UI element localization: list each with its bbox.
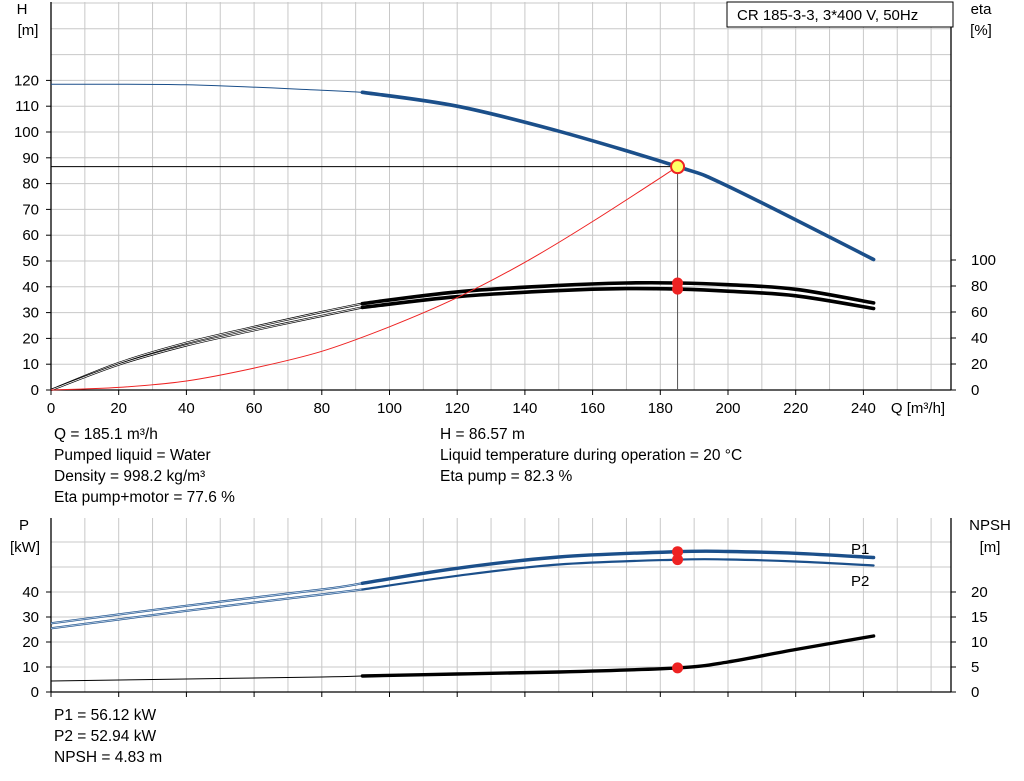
npsh-tick-label: 0: [971, 684, 979, 701]
p-tick-label: 10: [22, 659, 39, 676]
eta-tick-label: 40: [971, 330, 988, 347]
p1-point: [672, 546, 684, 558]
bottom-axes: 0 10 20 30 40 0 5 10 15 20: [22, 518, 988, 701]
h-tick-label: 30: [22, 305, 39, 322]
q-tick-label: 60: [246, 400, 263, 417]
h-tick-label: 60: [22, 227, 39, 244]
markers: [670, 159, 686, 674]
npsh-curve: [360, 634, 876, 678]
q-tick-label: 80: [313, 400, 330, 417]
p2-curve-thin-core: [50, 589, 363, 629]
p-tick-label: 30: [22, 609, 39, 626]
system-curve: [50, 166, 678, 391]
p1-series-label: P1: [851, 541, 869, 558]
eta-axis-label: eta: [971, 1, 993, 18]
pump-title: CR 185-3-3, 3*400 V, 50Hz: [737, 7, 918, 24]
pumped-liquid: Pumped liquid = Water: [54, 447, 211, 464]
npsh-tick-label: 15: [971, 609, 988, 626]
eta-pump-curve-thin-core: [50, 303, 363, 391]
eta-total-curve-thin-core: [50, 307, 363, 391]
npsh-value: NPSH = 4.83 m: [54, 749, 163, 766]
h-tick-label: 100: [14, 124, 39, 141]
h-tick-label: 120: [14, 72, 39, 89]
q-tick-label: 140: [512, 400, 537, 417]
eta-total-point: [672, 283, 684, 295]
npsh-axis-label: NPSH: [969, 517, 1011, 534]
head-curve: [360, 90, 876, 262]
h-tick-label: 0: [31, 382, 39, 399]
p2-series-label: P2: [851, 573, 869, 590]
p-tick-label: 0: [31, 684, 39, 701]
p1-curve: [360, 549, 876, 585]
eta-tick-label: 60: [971, 304, 988, 321]
h-value: H = 86.57 m: [440, 426, 525, 443]
eta-tick-label: 100: [971, 252, 996, 269]
density-value: Density = 998.2 kg/m³: [54, 468, 206, 485]
q-axis-label: Q [m³/h]: [891, 400, 945, 417]
p-axis-label: P: [19, 517, 29, 534]
q-value: Q = 185.1 m³/h: [54, 426, 158, 443]
q-tick-label: 160: [580, 400, 605, 417]
p-tick-label: 40: [22, 584, 39, 601]
eta-tick-label: 20: [971, 356, 988, 373]
npsh-tick-label: 5: [971, 659, 979, 676]
q-tick-label: 20: [110, 400, 127, 417]
p1-curve-thin-core: [50, 582, 363, 624]
h-tick-label: 20: [22, 330, 39, 347]
h-tick-label: 110: [15, 98, 39, 115]
npsh-tick-label: 20: [971, 584, 988, 601]
h-tick-label: 70: [22, 201, 39, 218]
h-axis-unit: [m]: [18, 22, 39, 39]
h-axis-label: H: [17, 1, 28, 18]
title-box: [726, 1, 954, 28]
q-tick-label: 180: [648, 400, 673, 417]
h-tick-label: 10: [22, 356, 39, 373]
p2-curve: [361, 558, 875, 591]
q-tick-label: 200: [715, 400, 740, 417]
eta-pump-curve: [360, 280, 876, 306]
q-tick-label: 0: [47, 400, 55, 417]
liquid-temperature: Liquid temperature during operation = 20…: [440, 447, 743, 464]
p-tick-label: 20: [22, 634, 39, 651]
top-grid: [50, 2, 951, 391]
p1-value: P1 = 56.12 kW: [54, 707, 157, 724]
q-tick-label: 120: [445, 400, 470, 417]
eta-axis-unit: [%]: [970, 22, 992, 39]
p-axis-unit: [kW]: [10, 539, 40, 556]
eta-total-value: Eta pump+motor = 77.6 %: [54, 489, 235, 506]
bottom-info: P1 = 56.12 kW P2 = 52.94 kW NPSH = 4.83 …: [54, 705, 162, 768]
q-tick-label: 40: [178, 400, 195, 417]
eta-tick-label: 80: [971, 278, 988, 295]
p2-value: P2 = 52.94 kW: [54, 728, 157, 745]
bottom-curves: [50, 549, 876, 682]
top-info-left: Q = 185.1 m³/h Pumped liquid = Water Den…: [54, 424, 235, 508]
npsh-point: [672, 662, 684, 674]
npsh-axis-unit: [m]: [980, 539, 1001, 556]
p2-point: [672, 554, 684, 566]
h-tick-label: 40: [22, 279, 39, 296]
head-curve-thin: [50, 83, 363, 93]
q-tick-label: 100: [377, 400, 402, 417]
operating-point: [670, 159, 686, 175]
eta-total-curve: [360, 286, 876, 311]
h-tick-label: 80: [22, 176, 39, 193]
top-axes: 0 10 20 30 40 50 60 70 80 90 100 110 120 0 20 40 60 80 100…: [14, 2, 996, 417]
h-tick-label: 90: [22, 150, 39, 167]
h-tick-label: 50: [22, 253, 39, 270]
q-tick-label: 240: [851, 400, 876, 417]
q-tick-label: 220: [783, 400, 808, 417]
top-info-right: H = 86.57 m Liquid temperature during op…: [440, 424, 742, 487]
npsh-curve-thin: [50, 675, 363, 682]
npsh-tick-label: 10: [971, 634, 988, 651]
eta-pump-value: Eta pump = 82.3 %: [440, 468, 573, 485]
top-curves: [50, 83, 876, 392]
eta-tick-label: 0: [971, 382, 979, 399]
